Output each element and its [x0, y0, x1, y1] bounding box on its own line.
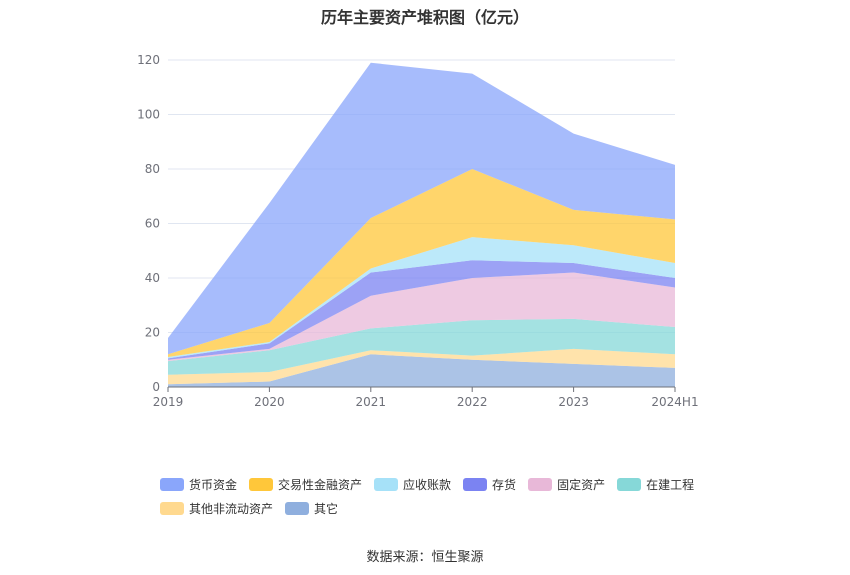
y-tick-label: 0	[152, 380, 160, 394]
legend-item[interactable]: 固定资产	[528, 476, 605, 493]
area-series-0	[168, 354, 675, 387]
legend-row: 货币资金 交易性金融资产 应收账款 存货 固定资产 在建工程	[160, 472, 720, 496]
area-series-3	[168, 272, 675, 362]
legend-label: 在建工程	[646, 477, 695, 492]
legend-label: 应收账款	[403, 477, 452, 492]
legend-row: 其他非流动资产 其它	[160, 496, 720, 520]
x-tick-label: 2022	[457, 395, 488, 409]
legend-label: 存货	[492, 477, 517, 492]
area-series-2	[168, 318, 675, 375]
area-series-7	[168, 62, 675, 355]
y-tick-label: 40	[145, 271, 160, 285]
x-tick-label: 2020	[254, 395, 285, 409]
x-tick-label: 2023	[558, 395, 589, 409]
area-series	[168, 62, 675, 387]
chart-title: 历年主要资产堆积图（亿元）	[320, 8, 529, 27]
legend-swatch	[285, 501, 310, 515]
legend-item[interactable]: 应收账款	[374, 476, 451, 493]
area-series-4	[168, 260, 675, 360]
legend-item[interactable]: 交易性金融资产	[249, 476, 362, 493]
axes: 0 20 40 60 80 100 120 2019 2020 2021 2022 2023 2024H…	[137, 53, 699, 409]
area-series-6	[168, 169, 675, 358]
x-tick-label: 2021	[356, 395, 387, 409]
legend-item[interactable]: 货币资金	[160, 476, 237, 493]
legend-item[interactable]: 其它	[285, 500, 338, 517]
legend-swatch	[374, 477, 399, 491]
legend-swatch	[249, 477, 274, 491]
legend: 货币资金 交易性金融资产 应收账款 存货 固定资产 在建工程 其他非流动资产 其它	[160, 472, 720, 520]
area-series-5	[168, 237, 675, 359]
legend-swatch	[463, 477, 488, 491]
y-tick-label: 100	[137, 108, 160, 122]
legend-item[interactable]: 其他非流动资产	[160, 500, 273, 517]
legend-swatch	[617, 477, 642, 491]
legend-label: 交易性金融资产	[278, 477, 363, 492]
y-tick-label: 120	[137, 53, 160, 67]
legend-label: 货币资金	[189, 477, 238, 492]
legend-swatch	[528, 477, 553, 491]
source-note: 数据来源：恒生聚源	[366, 550, 484, 565]
legend-item[interactable]: 在建工程	[617, 476, 694, 493]
x-tick-label: 2024H1	[651, 395, 698, 409]
stacked-area-chart: 0 20 40 60 80 100 120 2019 2020 2021 2022 2023 2024H…	[137, 53, 699, 409]
y-tick-label: 20	[145, 326, 160, 340]
legend-item[interactable]: 存货	[463, 476, 516, 493]
y-tick-label: 60	[145, 217, 160, 231]
area-series-1	[168, 348, 675, 385]
legend-swatch	[160, 501, 184, 515]
legend-swatch	[160, 477, 184, 491]
x-tick-label: 2019	[153, 395, 184, 409]
y-tick-label: 80	[145, 162, 160, 176]
legend-label: 固定资产	[557, 477, 606, 492]
legend-label: 其他非流动资产	[189, 501, 274, 516]
legend-label: 其它	[314, 501, 339, 516]
